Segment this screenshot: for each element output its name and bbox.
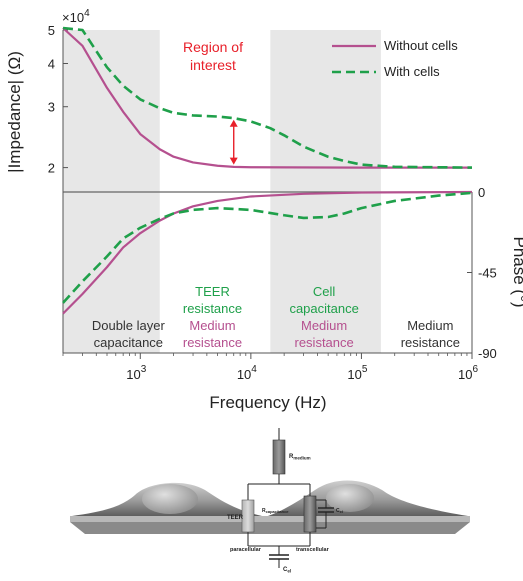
r-capacitance-resistor	[303, 495, 317, 533]
impedance-y-ticks: 5 4 3 2	[48, 23, 68, 176]
region-label-3-line-2: capacitance	[289, 301, 358, 316]
annotation-arrow	[229, 119, 238, 165]
x-tick-label: 106	[458, 364, 478, 382]
annotation-line-1: Region of	[183, 39, 243, 55]
phase-axis-title: Phase (°)	[510, 236, 523, 307]
frequency-x-ticks: 103 104 105 106	[62, 353, 478, 382]
region-label-4-line-2: resistance	[401, 335, 460, 350]
substrate-layer	[70, 522, 470, 534]
region-label-3-line-1: Cell	[313, 284, 336, 299]
teer-label: TEER	[227, 515, 244, 521]
right-cell-nucleus	[326, 484, 374, 512]
x-tick-label: 103	[126, 364, 146, 382]
region-label-2-line-2: resistance	[183, 301, 242, 316]
y-multiplier: ×104	[62, 8, 90, 25]
c-cl-label: Ccl	[336, 508, 343, 514]
phase-tick-label: -90	[478, 346, 497, 361]
annotation-arrow-head-down	[229, 157, 238, 165]
data-curves	[62, 26, 473, 315]
legend: Without cells With cells	[332, 38, 458, 79]
impedance-tick-label: 5	[48, 23, 55, 38]
r-medium-resistor	[272, 439, 286, 475]
annotation-line-2: interest	[190, 57, 236, 73]
teer-resistor	[241, 499, 255, 533]
region-label-2-line-1: TEER	[195, 284, 230, 299]
phase-tick-label: -45	[478, 266, 497, 281]
x-tick-label: 104	[237, 364, 257, 382]
phase-tick-label: 0	[478, 185, 485, 200]
impedance-tick-label: 4	[48, 57, 55, 72]
region-label-2-line-3: Medium	[189, 318, 235, 333]
cell-circuit-illustration: Rmedium TEER Rcapacitance Ccl paracellul…	[70, 428, 470, 574]
c-el-label: Cel	[283, 567, 291, 574]
region-labels: Double layer capacitance TEER resistance Med…	[92, 284, 460, 350]
substrate-top	[70, 516, 470, 522]
annotation-arrow-head-up	[229, 119, 238, 127]
left-cell-nucleus	[142, 484, 198, 514]
x-axis-title: Frequency (Hz)	[209, 393, 326, 412]
region-label-1-line-2: capacitance	[94, 335, 163, 350]
phase-y-ticks: 0 -45 -90	[467, 185, 497, 361]
region-label-4-line-1: Medium	[407, 318, 453, 333]
impedance-without-cells-line	[62, 27, 472, 169]
region-label-2-line-4: resistance	[183, 335, 242, 350]
r-medium-label: Rmedium	[289, 454, 311, 461]
region-of-interest-annotation: Region of interest	[183, 39, 243, 165]
phase-with-cells-line	[62, 191, 473, 304]
impedance-tick-label: 3	[48, 100, 55, 115]
legend-label-with-cells: With cells	[384, 64, 440, 79]
paracellular-label: paracellular	[230, 547, 262, 553]
transcellular-label: transcellular	[296, 547, 330, 553]
legend-label-without-cells: Without cells	[384, 38, 458, 53]
region-label-3-line-3: Medium	[301, 318, 347, 333]
region-label-3-line-4: resistance	[295, 335, 354, 350]
r-capacitance-label: Rcapacitance	[262, 508, 289, 514]
region-label-1-line-1: Double layer	[92, 318, 166, 333]
impedance-tick-label: 2	[48, 161, 55, 176]
impedance-axis-title: |Impedance| (Ω)	[5, 51, 24, 173]
x-tick-label: 105	[347, 364, 367, 382]
